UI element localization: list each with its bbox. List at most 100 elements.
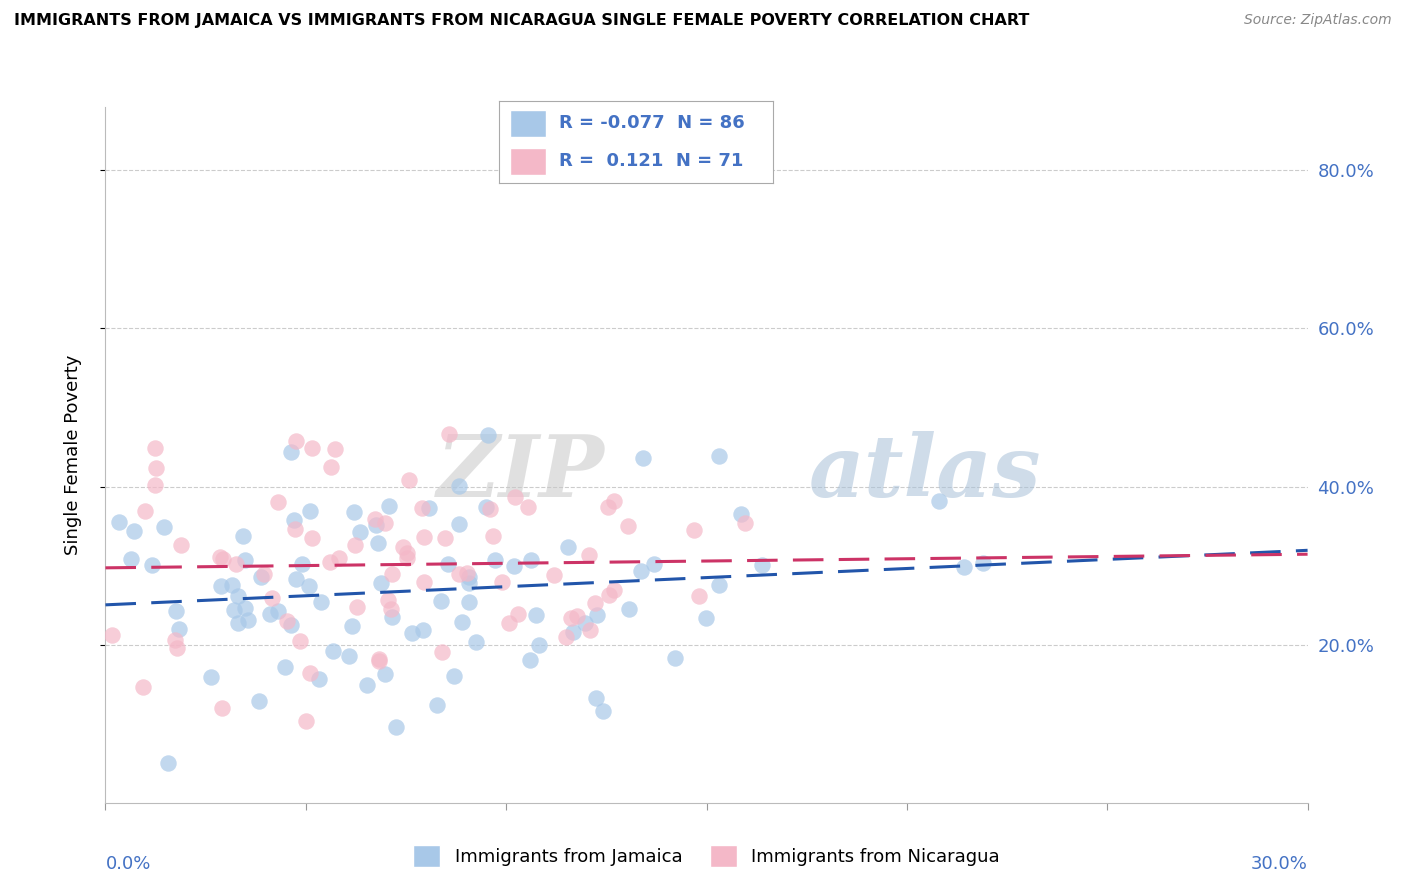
Point <box>683 523 706 537</box>
Point <box>319 555 342 569</box>
Point <box>295 714 318 728</box>
Text: R = -0.077  N = 86: R = -0.077 N = 86 <box>560 114 745 132</box>
Point <box>617 519 640 533</box>
Point <box>447 516 470 531</box>
Point <box>253 566 276 581</box>
Point <box>519 652 541 666</box>
Point <box>385 720 408 734</box>
Point <box>366 518 388 533</box>
Point <box>520 553 543 567</box>
Point <box>120 552 142 566</box>
Point <box>695 611 717 625</box>
Point <box>108 516 131 530</box>
Point <box>233 600 256 615</box>
Point <box>290 558 312 572</box>
Point <box>458 595 481 609</box>
Point <box>458 569 481 583</box>
Point <box>730 508 752 522</box>
Point <box>301 531 323 545</box>
Point <box>381 567 404 582</box>
Point <box>598 588 620 602</box>
Point <box>380 602 402 616</box>
Point <box>374 516 396 530</box>
Point <box>398 473 420 487</box>
Point <box>585 690 607 705</box>
Point <box>709 449 731 463</box>
Point <box>517 500 540 515</box>
Point <box>413 530 436 544</box>
Point <box>972 556 994 570</box>
Point <box>543 568 565 582</box>
Point <box>225 558 247 572</box>
Point <box>482 529 505 543</box>
Y-axis label: Single Female Poverty: Single Female Poverty <box>63 355 82 555</box>
Point <box>122 524 145 538</box>
Point <box>478 502 501 516</box>
Point <box>364 512 387 526</box>
Point <box>456 566 478 580</box>
Point <box>233 552 256 566</box>
Point <box>664 651 686 665</box>
Point <box>284 522 307 536</box>
Point <box>709 578 731 592</box>
Point <box>211 701 233 715</box>
Point <box>321 459 343 474</box>
Point <box>346 599 368 614</box>
Point <box>343 505 366 519</box>
Point <box>298 579 321 593</box>
Point <box>603 494 626 508</box>
Point <box>574 615 596 630</box>
Point <box>411 501 433 516</box>
Point <box>356 678 378 692</box>
Point <box>163 633 186 648</box>
Point <box>498 616 520 631</box>
Point <box>101 627 124 641</box>
Point <box>340 619 363 633</box>
Point <box>280 444 302 458</box>
Point <box>156 756 179 770</box>
Point <box>267 495 290 509</box>
Point <box>299 504 322 518</box>
Point <box>425 698 447 712</box>
Point <box>458 575 481 590</box>
Point <box>437 557 460 571</box>
Point <box>503 490 526 504</box>
Point <box>212 552 235 566</box>
Point <box>529 638 551 652</box>
Point <box>288 633 311 648</box>
Point <box>349 524 371 539</box>
Point <box>381 609 404 624</box>
Point <box>734 516 756 530</box>
Point <box>283 513 305 527</box>
Point <box>167 622 190 636</box>
Point <box>285 434 308 448</box>
Point <box>631 451 654 466</box>
FancyBboxPatch shape <box>510 147 546 175</box>
Point <box>561 625 583 640</box>
Point <box>491 575 513 590</box>
Point <box>153 520 176 534</box>
Point <box>141 558 163 572</box>
Point <box>249 570 271 584</box>
Point <box>596 500 619 514</box>
Point <box>323 442 346 457</box>
Point <box>143 478 166 492</box>
Text: ZIP: ZIP <box>436 431 605 514</box>
Point <box>200 670 222 684</box>
Point <box>439 426 461 441</box>
Point <box>578 549 600 563</box>
Text: 30.0%: 30.0% <box>1251 855 1308 873</box>
Point <box>412 623 434 637</box>
Point <box>447 479 470 493</box>
Point <box>226 589 249 603</box>
Point <box>276 614 298 628</box>
Point <box>465 634 488 648</box>
Point <box>578 623 600 637</box>
Point <box>166 640 188 655</box>
Text: atlas: atlas <box>808 431 1042 514</box>
Point <box>221 578 243 592</box>
Point <box>367 651 389 665</box>
Point <box>322 643 344 657</box>
Point <box>132 680 155 694</box>
Point <box>567 609 589 624</box>
